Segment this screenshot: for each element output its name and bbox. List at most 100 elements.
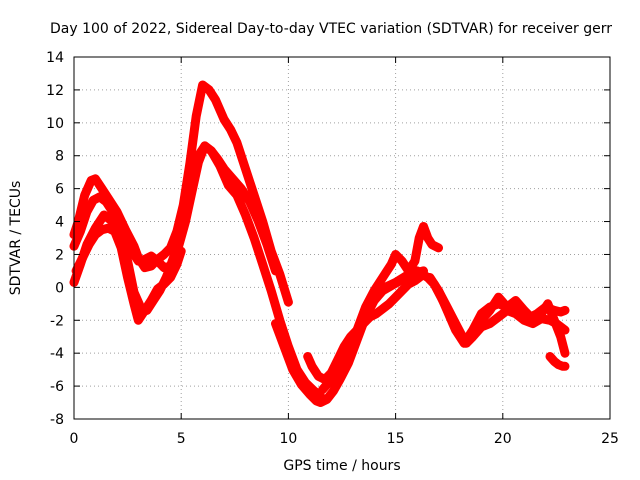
data-point-marker — [254, 217, 263, 226]
y-tick-label: -6 — [50, 379, 64, 395]
y-tick-label: 0 — [55, 280, 64, 296]
data-point-marker — [78, 253, 87, 262]
data-point-marker — [108, 207, 117, 216]
chart-title: Day 100 of 2022, Sidereal Day-to-day VTE… — [50, 21, 612, 37]
data-point-marker — [494, 312, 503, 321]
data-point-marker — [76, 227, 85, 236]
data-point-marker — [108, 217, 117, 226]
data-point-marker — [361, 303, 370, 312]
data-point-marker — [329, 387, 338, 396]
data-point-marker — [160, 250, 169, 259]
data-point-marker — [245, 197, 254, 206]
data-point-marker — [140, 306, 149, 315]
data-point-marker — [140, 255, 149, 264]
data-point-marker — [241, 210, 250, 219]
data-point-marker — [425, 273, 434, 282]
x-tick-label: 10 — [279, 431, 297, 447]
data-point-marker — [307, 362, 316, 371]
y-tick-label: 6 — [55, 182, 64, 198]
data-point-marker — [380, 283, 389, 292]
data-point-marker — [147, 252, 156, 261]
data-point-marker — [187, 187, 196, 196]
data-point-marker — [232, 138, 241, 147]
y-axis-label: SDTVAR / TECUs — [8, 181, 24, 296]
data-point-marker — [241, 164, 250, 173]
x-tick-label: 25 — [601, 431, 619, 447]
data-point-marker — [147, 261, 156, 270]
data-point-marker — [370, 289, 379, 298]
data-point-marker — [560, 306, 569, 315]
data-point-marker — [220, 115, 229, 124]
data-point-marker — [297, 380, 306, 389]
data-point-marker — [398, 257, 407, 266]
data-point-marker — [353, 326, 362, 335]
data-point-marker — [322, 395, 331, 404]
data-point-marker — [271, 266, 280, 275]
data-point-marker — [404, 280, 413, 289]
data-point-marker — [117, 243, 126, 252]
data-point-marker — [428, 240, 437, 249]
data-point-marker — [391, 278, 400, 287]
data-point-marker — [460, 336, 469, 345]
data-point-marker — [85, 240, 94, 249]
data-point-marker — [250, 234, 259, 242]
x-tick-label: 20 — [494, 431, 512, 447]
data-point-marker — [410, 276, 419, 285]
data-point-marker — [398, 286, 407, 295]
y-tick-label: -4 — [50, 346, 64, 362]
data-point-marker — [556, 308, 565, 317]
data-point-marker — [303, 352, 312, 361]
data-point-marker — [80, 191, 89, 200]
y-tick-label: 12 — [46, 83, 64, 99]
data-point-marker — [110, 227, 119, 236]
axis-ticks: 0 5 10 15 20 25 -8 -6 -4 -2 0 2 4 6 8 10 12 14 — [46, 50, 619, 447]
data-point-marker — [556, 332, 565, 341]
data-point-marker — [318, 385, 327, 394]
x-tick-label: 5 — [177, 431, 186, 447]
data-point-marker — [166, 273, 175, 282]
data-point-marker — [91, 174, 100, 183]
data-point-marker — [316, 398, 325, 407]
satellite-trace-d — [71, 223, 186, 325]
data-point-marker — [533, 309, 542, 318]
data-point-marker — [102, 197, 111, 206]
data-point-marker — [130, 299, 139, 308]
data-point-marker — [477, 316, 486, 325]
data-point-marker — [554, 360, 563, 369]
data-point-marker — [91, 230, 100, 239]
data-point-marker — [200, 141, 209, 150]
data-point-marker — [100, 210, 109, 219]
y-tick-label: -2 — [50, 313, 64, 329]
data-point-marker — [335, 375, 344, 384]
x-axis-label: GPS time / hours — [283, 458, 400, 474]
data-point-marker — [545, 352, 554, 361]
data-point-marker — [387, 260, 396, 269]
data-point-marker — [434, 286, 443, 295]
data-point-marker — [160, 280, 169, 289]
satellite-trace-c — [69, 141, 326, 401]
data-point-marker — [385, 299, 394, 308]
x-tick-label: 15 — [387, 431, 405, 447]
data-point-marker — [224, 181, 233, 190]
data-point-marker — [560, 349, 569, 358]
y-tick-label: -8 — [50, 412, 64, 428]
data-point-marker — [177, 247, 186, 256]
data-point-marker — [95, 192, 104, 201]
data-point-marker — [550, 357, 559, 366]
data-point-marker — [89, 196, 98, 205]
data-point-marker — [378, 273, 387, 282]
data-point-marker — [140, 263, 149, 272]
data-point-marker — [232, 191, 241, 200]
data-point-marker — [312, 396, 321, 405]
data-point-marker — [134, 257, 143, 266]
data-point-marker — [123, 273, 132, 282]
data-point-marker — [550, 306, 559, 315]
data-point-marker — [267, 286, 276, 295]
data-point-marker — [451, 319, 460, 328]
data-point-marker — [365, 312, 374, 321]
data-point-marker — [526, 312, 535, 321]
data-point-marker — [262, 240, 271, 249]
data-point-marker — [541, 303, 550, 312]
data-point-marker — [280, 342, 289, 351]
